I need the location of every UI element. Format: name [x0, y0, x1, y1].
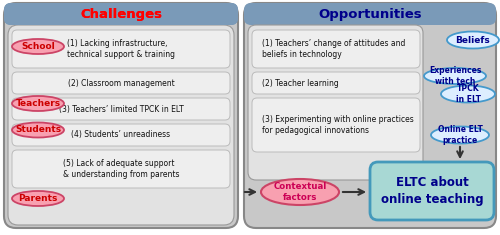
FancyBboxPatch shape: [252, 98, 420, 152]
Ellipse shape: [431, 126, 489, 144]
Ellipse shape: [12, 191, 64, 206]
Ellipse shape: [261, 179, 339, 205]
Text: Parents: Parents: [18, 194, 58, 203]
Text: (3) Experimenting with online practices
for pedagogical innovations: (3) Experimenting with online practices …: [262, 115, 414, 135]
Text: Teachers: Teachers: [16, 99, 60, 108]
Ellipse shape: [447, 31, 499, 48]
FancyBboxPatch shape: [4, 3, 238, 25]
Text: Challenges: Challenges: [80, 8, 162, 20]
FancyBboxPatch shape: [248, 25, 423, 180]
Text: Opportunities: Opportunities: [318, 8, 422, 20]
FancyBboxPatch shape: [12, 98, 230, 120]
Text: Beliefs: Beliefs: [456, 35, 490, 44]
FancyBboxPatch shape: [4, 3, 238, 228]
FancyBboxPatch shape: [252, 30, 420, 68]
FancyBboxPatch shape: [12, 124, 230, 146]
Ellipse shape: [12, 122, 64, 137]
Text: (5) Lack of adequate support
& understanding from parents: (5) Lack of adequate support & understan…: [63, 159, 179, 179]
FancyBboxPatch shape: [244, 3, 496, 228]
FancyBboxPatch shape: [244, 3, 496, 25]
Text: (1) Lacking infrastructure,
technical support & training: (1) Lacking infrastructure, technical su…: [67, 39, 175, 59]
Text: ELTC about
online teaching: ELTC about online teaching: [380, 176, 484, 206]
Text: (4) Students’ unreadiness: (4) Students’ unreadiness: [72, 130, 170, 140]
Text: TPCK
in ELT: TPCK in ELT: [456, 84, 480, 104]
Text: (2) Teacher learning: (2) Teacher learning: [262, 78, 339, 87]
Text: Challenges: Challenges: [80, 8, 162, 20]
Ellipse shape: [424, 68, 486, 84]
FancyBboxPatch shape: [8, 25, 234, 225]
Text: (2) Classroom management: (2) Classroom management: [68, 78, 174, 87]
FancyBboxPatch shape: [12, 72, 230, 94]
FancyBboxPatch shape: [370, 162, 494, 220]
Text: Students: Students: [15, 125, 61, 134]
Text: Experiences
with tech: Experiences with tech: [429, 66, 481, 86]
Ellipse shape: [12, 96, 64, 111]
Text: Contextual
factors: Contextual factors: [274, 182, 326, 202]
Text: (1) Teachers’ change of attitudes and
beliefs in technology: (1) Teachers’ change of attitudes and be…: [262, 39, 406, 59]
FancyBboxPatch shape: [12, 150, 230, 188]
FancyBboxPatch shape: [4, 3, 238, 25]
FancyBboxPatch shape: [252, 72, 420, 94]
Ellipse shape: [12, 39, 64, 54]
Ellipse shape: [441, 86, 495, 102]
FancyBboxPatch shape: [12, 30, 230, 68]
Text: Online ELT
practice: Online ELT practice: [438, 125, 482, 145]
Text: School: School: [21, 42, 55, 51]
Text: (3) Teachers’ limited TPCK in ELT: (3) Teachers’ limited TPCK in ELT: [58, 105, 184, 114]
